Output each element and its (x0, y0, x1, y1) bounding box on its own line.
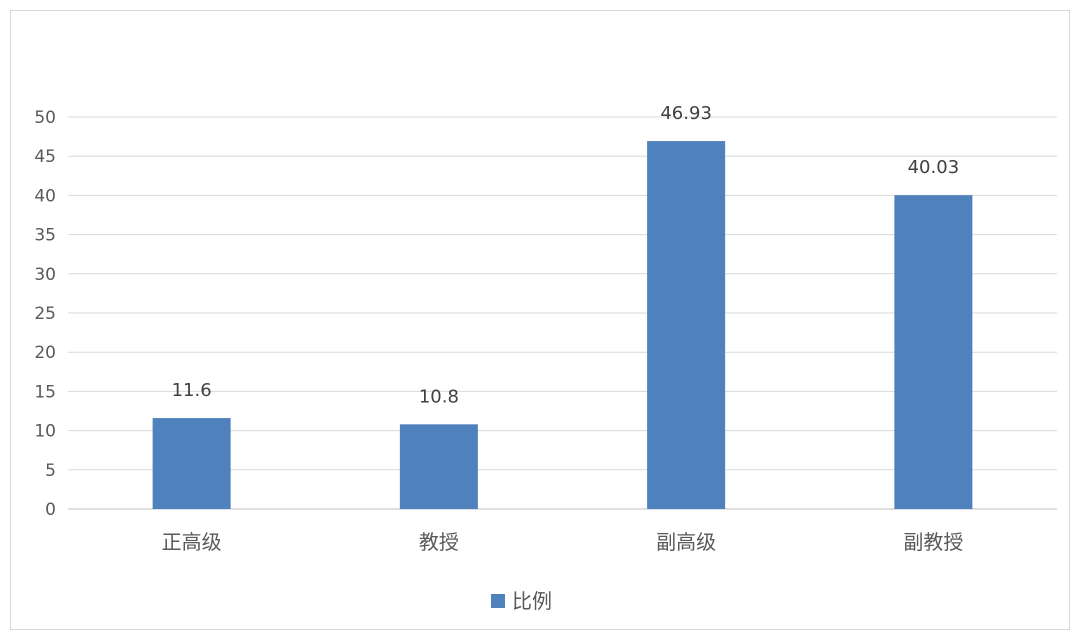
x-category-label: 正高级 (162, 530, 222, 554)
y-tick-label: 5 (45, 461, 56, 481)
y-tick-label: 35 (34, 226, 56, 246)
y-tick-label: 50 (34, 108, 56, 128)
y-tick-label: 40 (34, 186, 56, 206)
data-label: 11.6 (172, 380, 212, 401)
bar (399, 424, 478, 509)
y-tick-label: 20 (34, 343, 56, 363)
legend: 比例 (491, 589, 552, 613)
bar (152, 418, 231, 509)
data-label: 40.03 (908, 157, 960, 178)
bar (647, 141, 726, 510)
y-tick-label: 30 (34, 265, 56, 285)
chart-frame (10, 10, 1070, 630)
y-tick-label: 25 (34, 304, 56, 324)
data-label: 10.8 (419, 386, 459, 407)
x-category-label: 副教授 (903, 530, 963, 554)
y-axis-ticks: 0 5 10 15 20 25 30 35 40 45 50 (34, 108, 56, 520)
data-labels: 11.6 10.8 46.93 40.03 (172, 103, 960, 407)
data-label: 46.93 (660, 103, 712, 124)
x-axis-categories: 正高级 教授 副高级 副教授 (162, 530, 964, 554)
x-category-label: 教授 (419, 530, 459, 554)
bar (894, 195, 973, 509)
gridlines (68, 116, 1057, 510)
y-tick-label: 10 (34, 422, 56, 442)
y-tick-label: 15 (34, 382, 56, 402)
legend-label-series: 比例 (512, 589, 552, 613)
bars (152, 141, 973, 510)
x-category-label: 副高级 (656, 530, 716, 554)
legend-swatch (491, 594, 505, 608)
y-tick-label: 45 (34, 147, 56, 167)
y-tick-label: 0 (45, 500, 56, 520)
